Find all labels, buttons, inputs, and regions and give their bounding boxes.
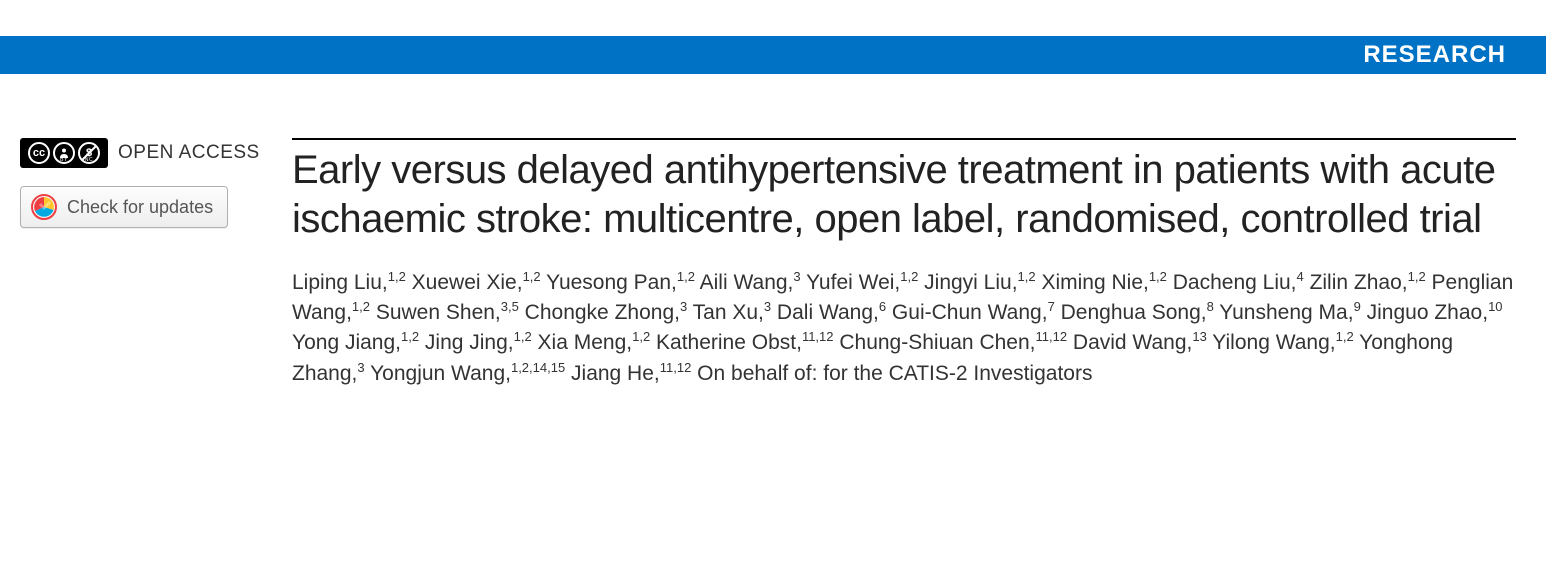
cc-license-badge: ccBY$NC [20, 138, 108, 168]
crossmark-icon [31, 194, 57, 220]
sidebar: ccBY$NC OPEN ACCESS Check for updates [20, 138, 292, 389]
section-label: RESEARCH [1363, 41, 1506, 69]
by-icon: BY [53, 142, 75, 164]
article-main: Early versus delayed antihypertensive tr… [292, 138, 1516, 389]
nc-icon: $NC [78, 142, 100, 164]
check-updates-button[interactable]: Check for updates [20, 186, 228, 228]
open-access-row: ccBY$NC OPEN ACCESS [20, 138, 278, 168]
section-banner: RESEARCH [0, 36, 1546, 74]
cc-icon: cc [28, 142, 50, 164]
author-list: Liping Liu,1,2 Xuewei Xie,1,2 Yuesong Pa… [292, 268, 1516, 390]
check-updates-label: Check for updates [67, 197, 213, 218]
open-access-label: OPEN ACCESS [118, 142, 260, 164]
article-header: ccBY$NC OPEN ACCESS Check for updates Ea… [0, 138, 1546, 389]
article-title: Early versus delayed antihypertensive tr… [292, 146, 1516, 244]
